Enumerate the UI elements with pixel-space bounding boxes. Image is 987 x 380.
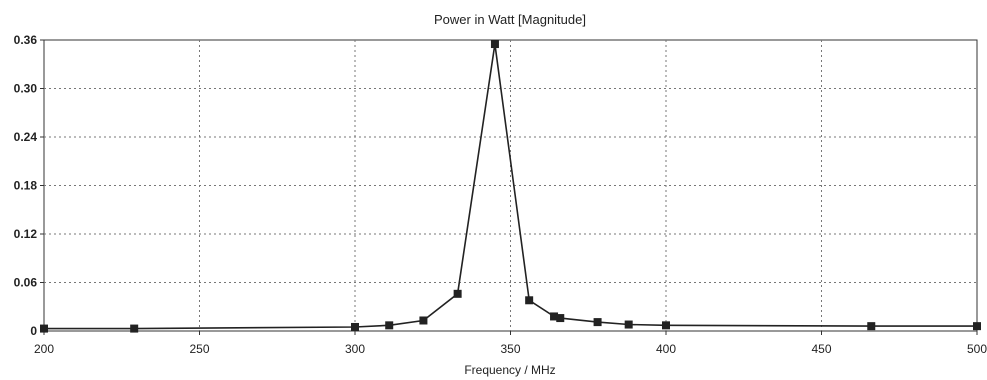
x-tick-label: 400 [656, 342, 676, 356]
data-point [973, 322, 981, 331]
x-tick-label: 250 [189, 342, 209, 356]
y-tick-label: 0.30 [14, 82, 38, 96]
x-tick-label: 300 [345, 342, 365, 356]
y-tick-label: 0.18 [14, 179, 38, 193]
y-tick-label: 0.06 [14, 276, 38, 290]
data-point [624, 320, 633, 329]
x-axis-label: Frequency / MHz [464, 363, 555, 377]
data-point [40, 324, 48, 333]
data-point [351, 322, 359, 331]
x-tick-label: 500 [967, 342, 987, 356]
data-point [453, 289, 462, 298]
y-axis-ticks: 0 0.06 0.12 0.18 0.24 0.30 0.36 [14, 33, 44, 338]
x-axis-ticks: 200 250 300 350 400 450 500 [34, 331, 987, 356]
data-point [419, 316, 428, 325]
data-point [550, 312, 559, 321]
x-tick-label: 350 [500, 342, 520, 356]
grid-lines [44, 40, 977, 331]
y-tick-label: 0.36 [14, 33, 38, 47]
data-point [593, 318, 602, 327]
y-tick-label: 0 [30, 324, 37, 338]
data-point [867, 322, 876, 331]
series-group [40, 40, 981, 333]
x-tick-label: 450 [811, 342, 831, 356]
y-tick-label: 0.24 [14, 130, 38, 144]
y-tick-label: 0.12 [14, 227, 38, 241]
data-point [556, 314, 565, 323]
data-point [525, 296, 534, 305]
data-point [662, 321, 670, 330]
x-tick-label: 200 [34, 342, 54, 356]
data-point [490, 40, 499, 49]
data-point [385, 321, 394, 330]
chart-title: Power in Watt [Magnitude] [434, 12, 586, 27]
data-point [130, 324, 139, 333]
